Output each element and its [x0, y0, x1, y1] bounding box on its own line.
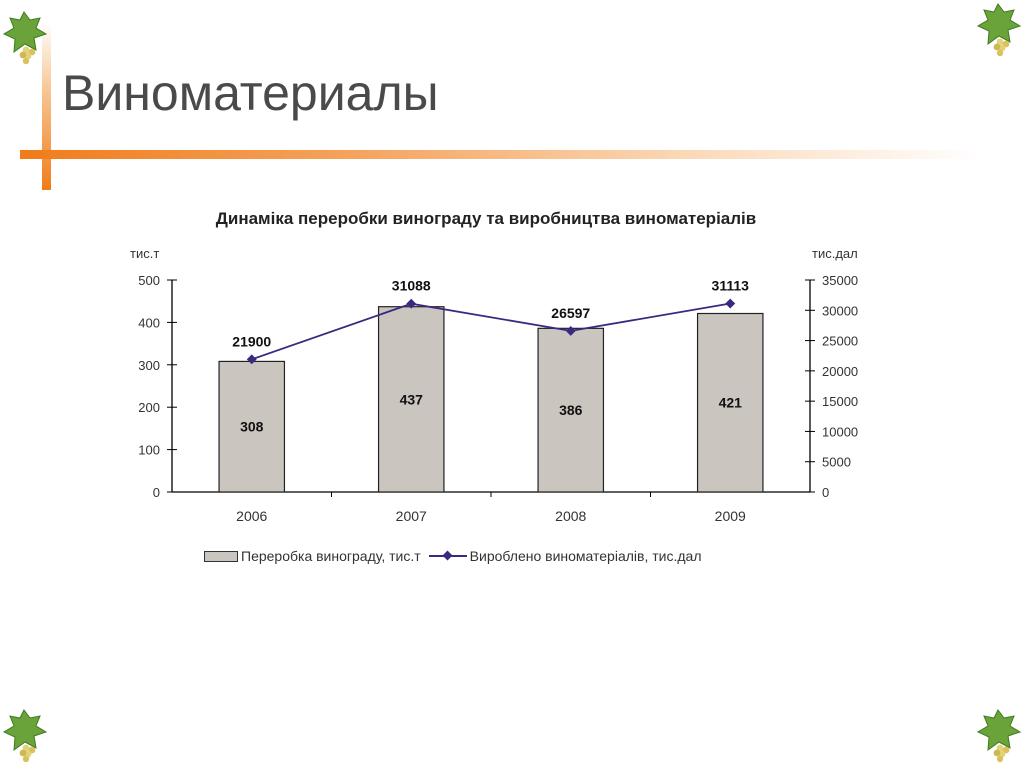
- line-series: [251, 302, 731, 361]
- accent-vertical-bar: [42, 22, 51, 190]
- line-point: [406, 298, 417, 309]
- x-tick-label: 2009: [715, 508, 746, 524]
- y-right-tick-label: 0: [822, 485, 829, 500]
- chart-title: Динаміка переробки винограду та виробниц…: [216, 209, 756, 228]
- y-right-tick-label: 5000: [822, 455, 851, 470]
- y-left-axis-label: тис.т: [130, 246, 159, 261]
- line-value-label: 31088: [392, 278, 431, 294]
- bar: [696, 312, 764, 493]
- x-tick-label: 2008: [555, 508, 586, 524]
- grape-leaf-icon: [2, 709, 48, 763]
- y-left-tick-label: 100: [138, 443, 160, 458]
- y-right-axis-label: тис.дал: [812, 246, 858, 261]
- legend-bar-swatch: [204, 550, 238, 562]
- y-right-tick-label: 30000: [822, 303, 858, 318]
- y-left-tick-label: 500: [138, 273, 160, 288]
- legend-line-label: Вироблено виноматеріалів, тис.дал: [469, 548, 702, 564]
- y-right-tick-label: 25000: [822, 334, 858, 349]
- bar-value-label: 308: [240, 419, 264, 435]
- y-left-tick-label: 0: [153, 485, 160, 500]
- bar: [537, 327, 605, 493]
- grape-leaf-icon: [2, 11, 48, 65]
- x-tick-label: 2007: [396, 508, 427, 524]
- y-left-tick-label: 400: [138, 315, 160, 330]
- line-point: [565, 325, 576, 336]
- accent-horizontal-bar: [20, 150, 980, 159]
- bar-value-label: 421: [719, 395, 743, 411]
- y-right-tick-label: 20000: [822, 364, 858, 379]
- grape-leaf-icon: [976, 709, 1022, 763]
- line-value-label: 26597: [551, 305, 590, 321]
- legend-bar-label: Переробка винограду, тис.т: [241, 548, 421, 564]
- y-right-tick-label: 10000: [822, 424, 858, 439]
- line-point: [725, 298, 736, 309]
- bar: [218, 360, 286, 493]
- y-left-tick-label: 300: [138, 358, 160, 373]
- y-left-tick-label: 200: [138, 400, 160, 415]
- chart-legend: Переробка винограду, тис.т Вироблено вин…: [204, 547, 701, 565]
- line-point: [246, 354, 257, 365]
- grape-leaf-icon: [976, 3, 1022, 57]
- line-value-label: 31113: [712, 278, 750, 294]
- bar: [377, 306, 445, 493]
- bar-value-label: 386: [559, 402, 583, 418]
- y-right-tick-label: 15000: [822, 394, 858, 409]
- legend-line-marker: [428, 550, 467, 562]
- bar-value-label: 437: [400, 391, 424, 407]
- line-value-label: 21900: [232, 333, 271, 349]
- x-tick-label: 2006: [236, 508, 267, 524]
- y-right-tick-label: 35000: [822, 273, 858, 288]
- slide-title: Виноматериалы: [62, 65, 439, 121]
